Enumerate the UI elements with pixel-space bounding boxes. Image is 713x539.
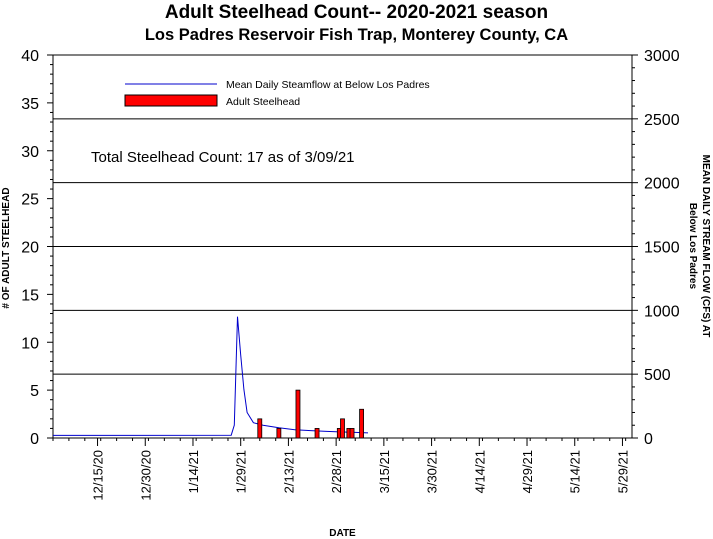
chart-title: Adult Steelhead Count-- 2020-2021 season [164,2,549,23]
streamflow-line [52,316,369,436]
x-tick-label: 3/30/21 [425,450,440,493]
chart-subtitle: Los Padres Reservoir Fish Trap, Monterey… [144,26,569,44]
x-tick-label: 4/14/21 [472,450,487,493]
steelhead-bar [295,389,301,439]
total-count-annotation: Total Steelhead Count: 17 as of 3/09/21 [91,149,355,166]
y-tick-label: 35 [21,96,39,113]
x-tick-label: 1/14/21 [186,450,201,493]
y2-tick-label: 500 [644,367,671,384]
y-tick-label: 15 [21,287,39,304]
x-tick-label: 5/29/21 [615,450,630,493]
y-tick-label: 25 [21,192,39,209]
x-tick-label: 2/13/21 [281,450,296,493]
y-tick-label: 40 [21,48,39,65]
x-tick-label: 4/29/21 [520,450,535,493]
steelhead-bar [314,428,320,439]
x-tick-label: 3/15/21 [377,450,392,493]
y2-axis-title: Below Los Padres [687,203,698,290]
y2-tick-label: 1000 [644,303,680,320]
y-axis-title: # OF ADULT STEELHEAD [1,187,12,308]
x-tick-label: 1/29/21 [234,450,249,493]
y2-tick-label: 0 [644,431,653,448]
y2-axis-title: MEAN DAILY STREAM FLOW (CFS) AT [700,155,711,338]
steelhead-bar [276,428,282,439]
x-tick-label: 5/14/21 [568,450,583,493]
x-tick-label: 12/30/20 [138,450,153,501]
y-tick-label: 30 [21,144,39,161]
steelhead-bar [257,418,263,439]
steelhead-bar [359,408,364,439]
x-axis-title: DATE [329,528,356,539]
y2-tick-label: 2500 [644,112,680,129]
y-tick-label: 0 [30,431,39,448]
y-tick-label: 20 [21,240,39,257]
y2-tick-label: 2000 [644,176,680,193]
x-tick-label: 2/28/21 [329,450,344,493]
y2-tick-label: 3000 [644,48,680,65]
legend-bar-label: Adult Steelhead [226,96,300,108]
legend-line-label: Mean Daily Steamflow at Below Los Padres [226,79,430,91]
y2-tick-label: 1500 [644,240,680,257]
y-tick-label: 5 [30,383,39,400]
y-tick-label: 10 [21,335,39,352]
steelhead-bar [349,428,355,439]
steelhead-bar [340,418,345,439]
x-tick-label: 12/15/20 [91,450,106,501]
legend-bar-swatch [124,94,218,107]
